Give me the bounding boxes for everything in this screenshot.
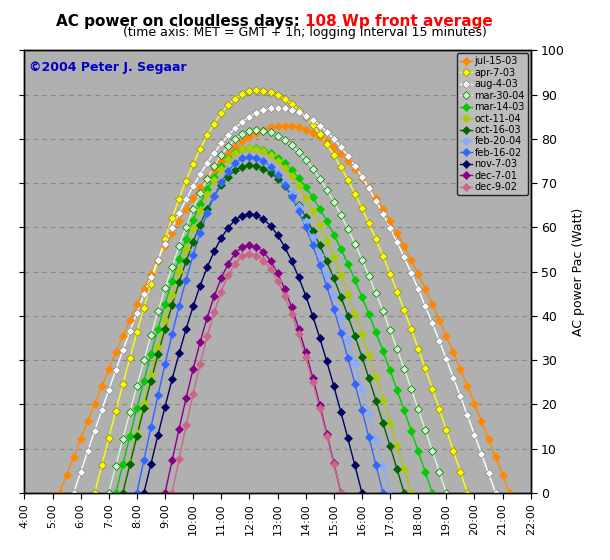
- Y-axis label: AC power Pac (Watt): AC power Pac (Watt): [572, 207, 585, 336]
- Legend: jul-15-03, apr-7-03, aug-4-03, mar-30-04, mar-14-03, oct-11-04, oct-16-03, feb-2: jul-15-03, apr-7-03, aug-4-03, mar-30-04…: [457, 53, 528, 195]
- Text: (time axis: MET = GMT + 1h; logging interval 15 minutes): (time axis: MET = GMT + 1h; logging inte…: [123, 26, 487, 39]
- Text: AC power on cloudless days:: AC power on cloudless days:: [56, 14, 305, 29]
- Text: 108 Wp front average: 108 Wp front average: [305, 14, 493, 29]
- Text: ©2004 Peter J. Segaar: ©2004 Peter J. Segaar: [29, 62, 187, 74]
